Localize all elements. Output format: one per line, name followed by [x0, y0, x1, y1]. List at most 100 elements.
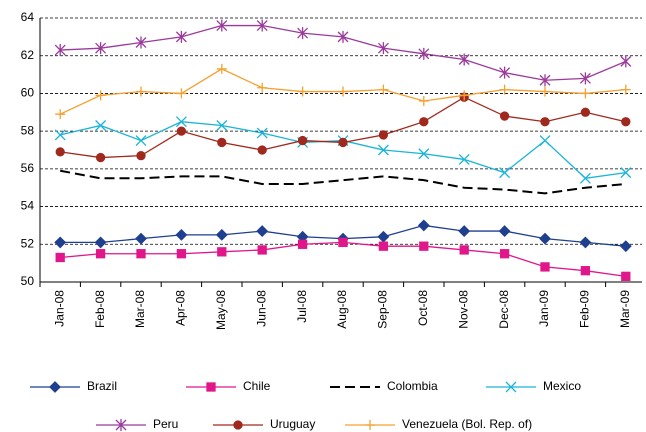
legend-label: Chile	[243, 379, 271, 393]
marker	[499, 111, 510, 121]
marker	[95, 120, 107, 131]
marker	[135, 232, 147, 245]
marker	[498, 225, 511, 238]
marker	[419, 117, 429, 127]
x-tick-label: Jan-09	[537, 290, 551, 327]
marker	[136, 86, 146, 97]
marker	[621, 271, 631, 281]
y-tick-label: 52	[21, 236, 35, 250]
marker	[49, 381, 61, 393]
marker	[135, 135, 147, 147]
marker	[175, 30, 187, 43]
x-tick-label: Mar-08	[133, 290, 147, 328]
marker	[95, 42, 107, 55]
marker	[55, 147, 65, 157]
marker	[337, 30, 349, 43]
marker	[365, 420, 375, 430]
marker	[458, 53, 470, 66]
legend-label: Colombia	[387, 379, 438, 393]
marker	[458, 153, 470, 165]
x-tick-label: Jun-08	[254, 290, 268, 327]
y-tick-label: 56	[21, 161, 35, 175]
series-line	[60, 169, 626, 195]
marker	[620, 167, 632, 179]
marker	[135, 36, 147, 49]
marker	[539, 232, 551, 245]
legend-label: Uruguay	[270, 417, 315, 431]
marker	[217, 137, 227, 148]
marker	[580, 266, 591, 276]
x-tick-label: Jul-08	[295, 290, 309, 323]
x-tick-label: Dec-08	[497, 290, 511, 329]
marker	[459, 245, 469, 255]
legend-label: Brazil	[87, 379, 117, 393]
marker	[136, 151, 146, 161]
marker	[338, 137, 348, 148]
marker	[175, 116, 187, 128]
marker	[499, 84, 510, 95]
marker	[458, 225, 471, 238]
marker	[297, 86, 308, 97]
marker	[115, 419, 127, 431]
marker	[257, 145, 267, 155]
marker	[499, 167, 511, 179]
marker	[55, 252, 65, 263]
x-tick-label: Mar-09	[618, 290, 632, 328]
marker	[499, 66, 511, 79]
marker	[233, 420, 243, 430]
y-tick-label: 62	[21, 48, 35, 62]
marker	[94, 236, 107, 249]
marker	[256, 19, 268, 32]
marker	[419, 241, 429, 251]
series-line	[60, 121, 626, 179]
marker	[378, 130, 389, 140]
marker	[338, 237, 348, 248]
series-line	[60, 96, 626, 159]
x-tick-label: Aug-08	[335, 290, 349, 329]
marker	[540, 86, 550, 97]
y-tick-label: 54	[21, 199, 35, 213]
marker	[216, 120, 228, 131]
x-tick-label: Oct-08	[416, 290, 430, 326]
marker	[256, 127, 268, 139]
x-tick-label: Feb-08	[93, 290, 107, 328]
marker	[539, 74, 551, 87]
marker	[136, 249, 146, 259]
marker	[579, 72, 591, 85]
marker	[580, 107, 591, 117]
marker	[297, 135, 308, 146]
marker	[216, 19, 228, 32]
marker	[257, 82, 268, 93]
legend-label: Venezuela (Bol. Rep. of)	[402, 417, 532, 431]
x-tick-label: Sep-08	[376, 290, 390, 329]
y-tick-label: 58	[21, 123, 35, 137]
marker	[621, 117, 631, 127]
marker	[175, 228, 188, 241]
marker	[619, 240, 632, 253]
x-tick-label: Feb-09	[578, 290, 592, 328]
marker	[418, 47, 430, 60]
x-tick-label: Jan-08	[52, 290, 66, 327]
marker	[206, 382, 216, 392]
marker	[539, 135, 551, 147]
marker	[580, 88, 591, 99]
marker	[377, 230, 390, 243]
marker	[417, 219, 430, 232]
marker	[297, 27, 309, 40]
marker	[176, 249, 187, 259]
x-tick-label: Apr-08	[174, 290, 188, 326]
x-tick-label: Nov-08	[456, 290, 470, 329]
marker	[338, 86, 348, 97]
marker	[95, 90, 106, 101]
marker	[216, 63, 227, 74]
marker	[620, 84, 631, 95]
marker	[377, 144, 389, 156]
marker	[418, 148, 430, 160]
marker	[95, 249, 106, 259]
marker	[579, 172, 591, 184]
x-tick-label: May-08	[214, 290, 228, 330]
marker	[54, 129, 66, 141]
marker	[499, 249, 510, 259]
marker	[378, 84, 389, 95]
